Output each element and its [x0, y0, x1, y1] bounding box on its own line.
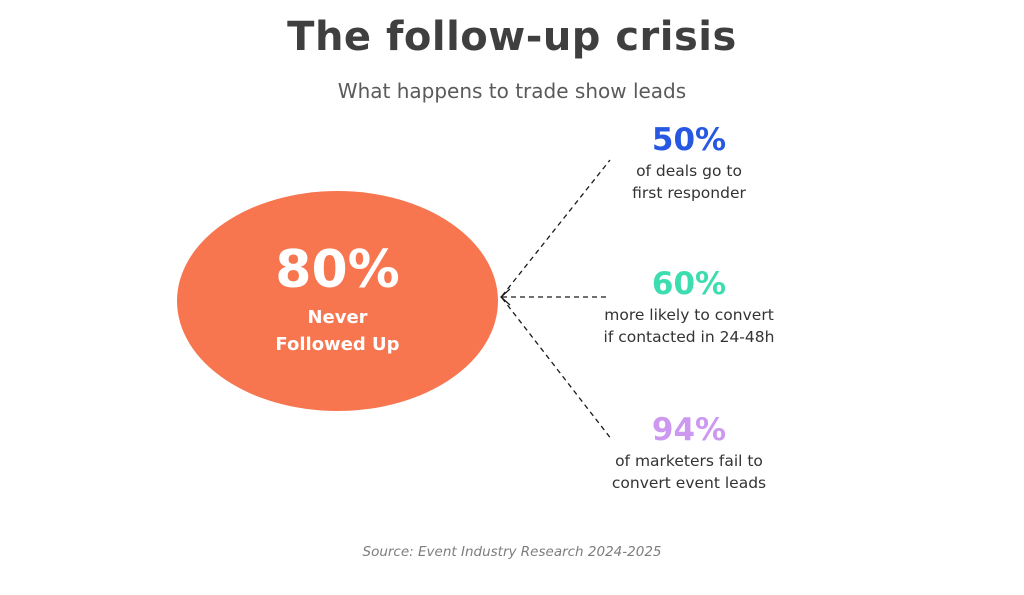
page-subtitle: What happens to trade show leads [337, 79, 687, 103]
stat-description-marketers: of marketers fail to convert event leads [611, 451, 767, 493]
main-stat-label: Never Followed Up [275, 307, 400, 355]
stat-block-deals: 50% of deals go to first responder [569, 124, 809, 204]
main-stat-value: 80% [275, 240, 400, 300]
stat-value-marketers: 94% [651, 412, 727, 448]
stat-block-convert: 60% more likely to convert if contacted … [569, 268, 809, 348]
main-stat-bubble: 80% Never Followed Up [177, 191, 498, 411]
stat-value-deals: 50% [651, 122, 727, 158]
connector-top [501, 159, 611, 297]
page-title: The follow-up crisis [287, 14, 737, 60]
stat-description-convert: more likely to convert if contacted in 2… [603, 305, 775, 347]
arrowhead-left-icon [500, 288, 511, 306]
stat-block-marketers: 94% of marketers fail to convert event l… [569, 414, 809, 494]
source-note: Source: Event Industry Research 2024-202… [362, 544, 662, 560]
connector-bottom [501, 297, 613, 441]
stat-description-deals: of deals go to first responder [632, 161, 746, 203]
stat-value-convert: 60% [651, 266, 727, 302]
